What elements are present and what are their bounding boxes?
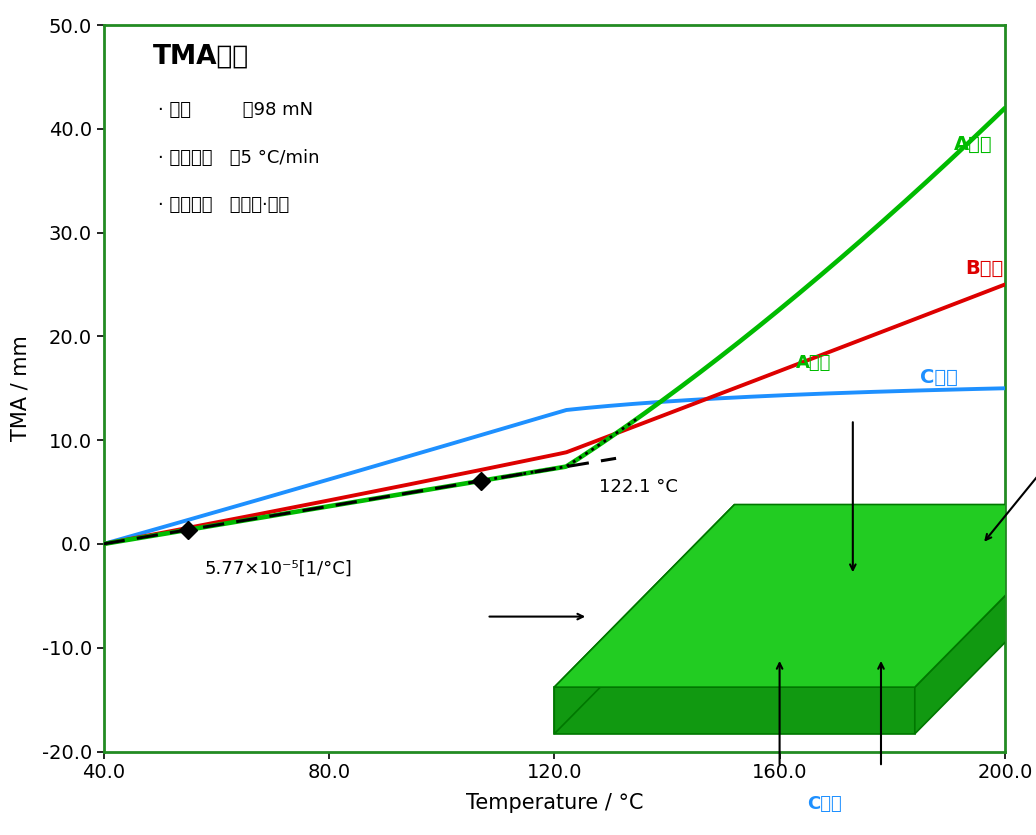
Text: C方向: C方向	[807, 795, 842, 812]
Polygon shape	[554, 504, 735, 734]
Polygon shape	[554, 504, 1036, 687]
Text: C方向: C方向	[920, 368, 958, 387]
Text: A方向: A方向	[954, 135, 992, 154]
Text: · 测定模式   ：膨胀·压缩: · 测定模式 ：膨胀·压缩	[157, 195, 289, 214]
Text: 122.1 °C: 122.1 °C	[599, 478, 679, 496]
Text: A方向: A方向	[796, 353, 831, 372]
Text: B方向: B方向	[966, 260, 1004, 278]
X-axis label: Temperature / °C: Temperature / °C	[465, 793, 643, 813]
Text: TMA测定: TMA测定	[153, 43, 250, 69]
Polygon shape	[554, 687, 915, 734]
Text: · 升温速率   ：5 °C/min: · 升温速率 ：5 °C/min	[157, 149, 319, 166]
Text: 5.77×10⁻⁵[1/°C]: 5.77×10⁻⁵[1/°C]	[205, 559, 352, 578]
Text: · 载荷         ：98 mN: · 载荷 ：98 mN	[157, 101, 313, 119]
Polygon shape	[915, 504, 1036, 734]
Y-axis label: TMA / mm: TMA / mm	[10, 336, 30, 441]
